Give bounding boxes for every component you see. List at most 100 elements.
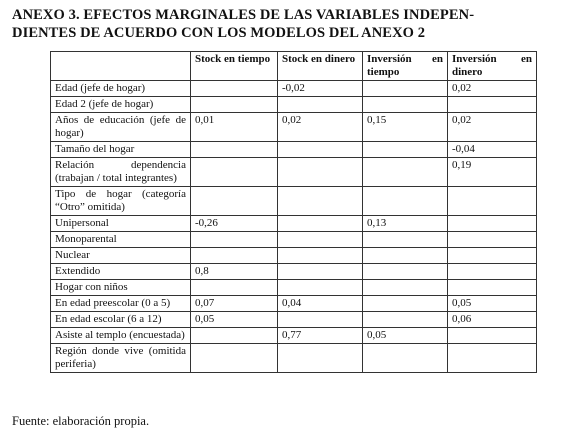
cell [362, 96, 448, 113]
header-row: Stock en tiempo Stock en dinero Inversión … [50, 51, 537, 81]
table-row: Monoparental [50, 231, 537, 248]
table-row: En edad preescolar (0 a 5) 0,07 0,04 0,05 [50, 295, 537, 312]
table: Stock en tiempo Stock en dinero Inversión … [50, 51, 537, 373]
cell [277, 141, 363, 158]
table-row: Relación dependencia (trabajan / total i… [50, 157, 537, 187]
cell [277, 186, 363, 216]
table-row: Extendido 0,8 [50, 263, 537, 280]
row-label: En edad preescolar (0 a 5) [50, 295, 191, 312]
cell [190, 96, 278, 113]
cell: 0,15 [362, 112, 448, 142]
header-cell: Inversión en dinero [447, 51, 537, 81]
row-label: Relación dependencia (trabajan / total i… [50, 157, 191, 187]
cell: -0,02 [277, 80, 363, 97]
row-label: Monoparental [50, 231, 191, 248]
cell [277, 231, 363, 248]
cell [447, 231, 537, 248]
cell: 0,06 [447, 311, 537, 328]
cell [190, 141, 278, 158]
header-cell: Inversión en tiempo [362, 51, 448, 81]
cell [362, 231, 448, 248]
table-row: Tipo de hogar (categoría “Otro” omitida) [50, 186, 537, 216]
cell: -0,04 [447, 141, 537, 158]
cell: 0,8 [190, 263, 278, 280]
row-label: Hogar con niños [50, 279, 191, 296]
cell [277, 343, 363, 373]
cell [190, 157, 278, 187]
row-label: Unipersonal [50, 215, 191, 232]
row-label: Extendido [50, 263, 191, 280]
title: ANEXO 3. EFECTOS MARGINALES DE LAS VARIA… [12, 6, 474, 42]
cell [362, 343, 448, 373]
cell [190, 327, 278, 344]
cell [447, 186, 537, 216]
cell [277, 96, 363, 113]
title-line: ANEXO 3. EFECTOS MARGINALES DE LAS VARIA… [12, 7, 475, 23]
row-label: Tamaño del hogar [50, 141, 191, 158]
cell [362, 247, 448, 264]
cell [190, 186, 278, 216]
cell [362, 186, 448, 216]
table-row: Edad 2 (jefe de hogar) [50, 96, 537, 113]
row-label: Edad 2 (jefe de hogar) [50, 96, 191, 113]
cell [190, 231, 278, 248]
table-row: Región donde vive (omitida periferia) [50, 343, 537, 373]
cell [447, 327, 537, 344]
table-row: Años de educación (jefe de hogar) 0,01 0,0… [50, 112, 537, 142]
cell: 0,02 [277, 112, 363, 142]
cell [447, 96, 537, 113]
row-label: Nuclear [50, 247, 191, 264]
source-note: Fuente: elaboración propia. [12, 414, 150, 428]
cell: 0,05 [190, 311, 278, 328]
table-row: Asiste al templo (encuestada) 0,77 0,05 [50, 327, 537, 344]
cell: 0,07 [190, 295, 278, 312]
table-row: Hogar con niños [50, 279, 537, 296]
cell: 0,02 [447, 112, 537, 142]
cell [362, 80, 448, 97]
header-cell [50, 51, 191, 81]
cell [277, 311, 363, 328]
cell: 0,01 [190, 112, 278, 142]
cell [447, 343, 537, 373]
row-label: Tipo de hogar (categoría “Otro” omitida) [50, 186, 191, 216]
cell: 0,05 [362, 327, 448, 344]
header-cell: Stock en dinero [277, 51, 363, 81]
cell [277, 247, 363, 264]
row-label: Edad (jefe de hogar) [50, 80, 191, 97]
cell [362, 141, 448, 158]
table-body: Edad (jefe de hogar) -0,02 0,02 Edad 2 (jef… [50, 80, 537, 373]
row-label: Asiste al templo (encuestada) [50, 327, 191, 344]
cell [190, 247, 278, 264]
header-cell: Stock en tiempo [190, 51, 278, 81]
row-label: En edad escolar (6 a 12) [50, 311, 191, 328]
cell [190, 343, 278, 373]
table-row: Nuclear [50, 247, 537, 264]
cell [277, 157, 363, 187]
cell: 0,04 [277, 295, 363, 312]
cell [447, 247, 537, 264]
cell [447, 263, 537, 280]
row-label: Región donde vive (omitida periferia) [50, 343, 191, 373]
cell [277, 263, 363, 280]
table-row: Tamaño del hogar -0,04 [50, 141, 537, 158]
cell: -0,26 [190, 215, 278, 232]
table-row: En edad escolar (6 a 12) 0,05 0,06 [50, 311, 537, 328]
cell [447, 279, 537, 296]
cell: 0,13 [362, 215, 448, 232]
table-row: Edad (jefe de hogar) -0,02 0,02 [50, 80, 537, 97]
title-line: DIENTES DE ACUERDO CON LOS MODELOS DEL A… [12, 25, 426, 41]
cell [190, 279, 278, 296]
cell: 0,05 [447, 295, 537, 312]
cell [362, 311, 448, 328]
cell [362, 279, 448, 296]
cell [277, 215, 363, 232]
cell: 0,19 [447, 157, 537, 187]
cell: 0,77 [277, 327, 363, 344]
cell [362, 295, 448, 312]
cell [190, 80, 278, 97]
cell [362, 157, 448, 187]
cell [362, 263, 448, 280]
cell [277, 279, 363, 296]
row-label: Años de educación (jefe de hogar) [50, 112, 191, 142]
